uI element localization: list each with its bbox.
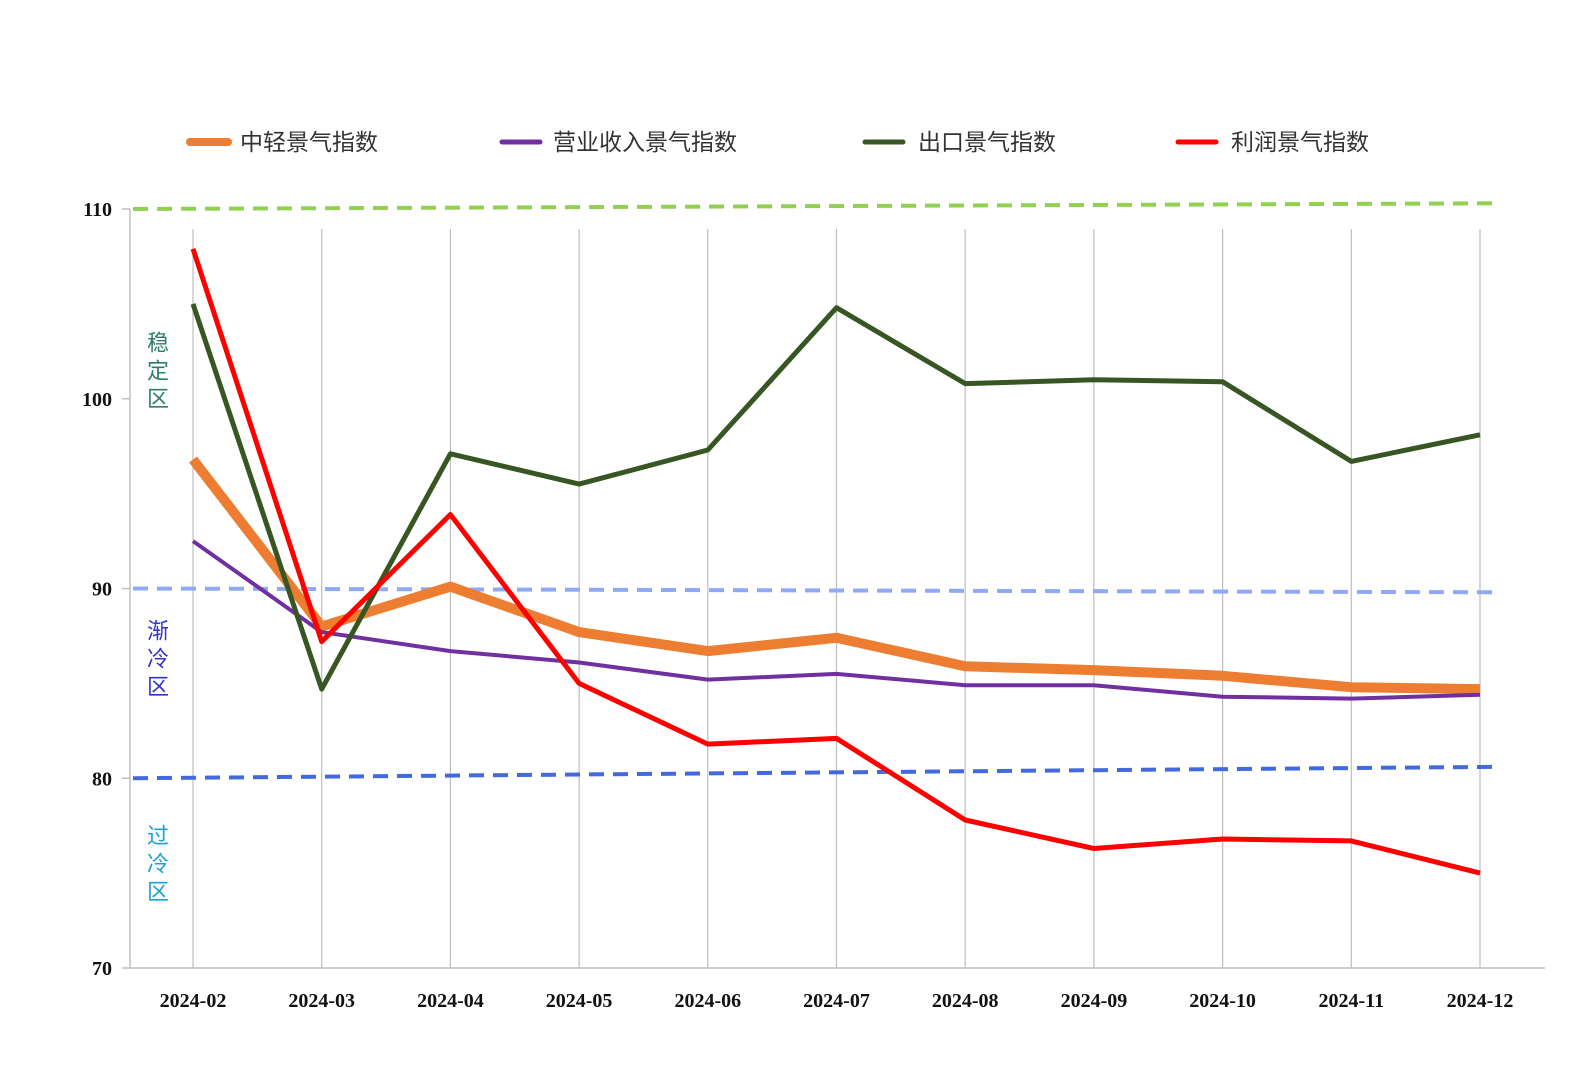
reference-line-2 xyxy=(132,764,1493,781)
legend-label-0: 中轻景气指数 xyxy=(240,130,378,156)
series-line-3 xyxy=(190,248,1481,876)
zone-label-0: 稳定区 xyxy=(147,331,169,412)
x-tick-label-2024-02: 2024-02 xyxy=(160,990,227,1012)
legend-label-1: 营业收入景气指数 xyxy=(553,130,737,156)
x-tick-label-2024-04: 2024-04 xyxy=(417,990,484,1012)
legend-label-2: 出口景气指数 xyxy=(918,130,1056,156)
x-tick-label-2024-08: 2024-08 xyxy=(932,990,999,1012)
zone-label-2: 过冷区 xyxy=(147,825,169,906)
y-tick-label-100: 100 xyxy=(82,389,112,411)
y-tick-label-110: 110 xyxy=(83,199,112,221)
y-tick-label-80: 80 xyxy=(92,768,112,790)
reference-line-0 xyxy=(132,201,1493,211)
x-tick-label-2024-10: 2024-10 xyxy=(1189,990,1256,1012)
x-tick-label-2024-12: 2024-12 xyxy=(1447,990,1514,1012)
zone-label-1: 渐冷区 xyxy=(147,620,169,701)
legend-label-3: 利润景气指数 xyxy=(1231,130,1369,156)
series-line-0 xyxy=(189,456,1481,695)
series-line-2 xyxy=(190,303,1481,692)
x-tick-label-2024-09: 2024-09 xyxy=(1061,990,1128,1012)
x-tick-label-2024-03: 2024-03 xyxy=(288,990,355,1012)
reference-line-1 xyxy=(132,586,1493,595)
x-tick-label-2024-06: 2024-06 xyxy=(674,990,741,1012)
x-tick-label-2024-05: 2024-05 xyxy=(546,990,613,1012)
x-tick-label-2024-11: 2024-11 xyxy=(1319,990,1385,1012)
y-tick-label-90: 90 xyxy=(92,579,112,601)
series-line-1 xyxy=(191,539,1481,701)
x-tick-label-2024-07: 2024-07 xyxy=(803,990,870,1012)
y-tick-label-70: 70 xyxy=(92,958,112,980)
